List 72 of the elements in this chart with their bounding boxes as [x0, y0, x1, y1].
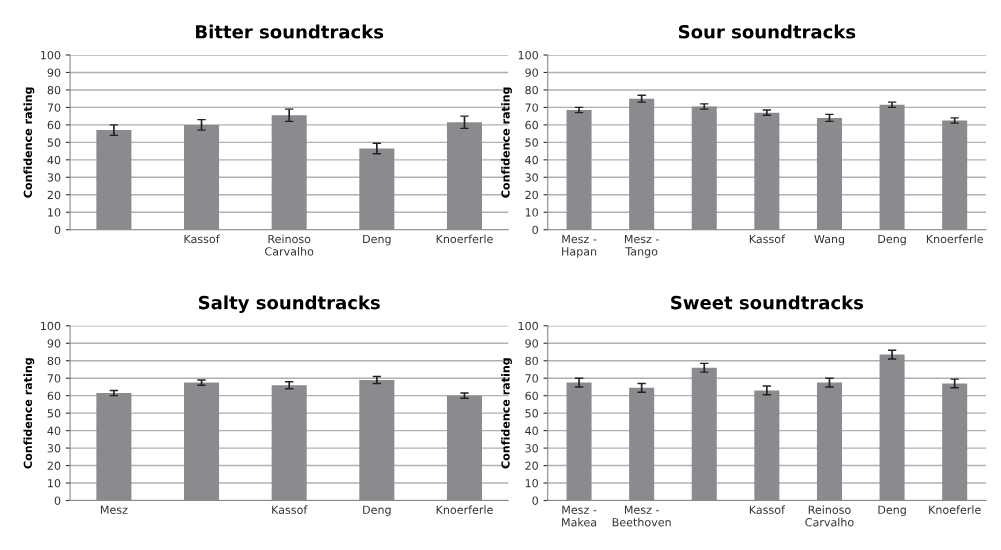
x-tick-label: Kassof — [184, 234, 220, 244]
y-tick-label: 80 — [47, 356, 61, 366]
x-tick-label: Knoeferle — [929, 505, 981, 514]
y-tick-label: 60 — [47, 120, 61, 130]
chart-title: Bitter soundtracks — [196, 24, 384, 39]
y-tick-label: 100 — [41, 50, 61, 60]
y-axis-title: Confidence rating — [23, 358, 35, 469]
y-tick-label: 50 — [47, 138, 61, 147]
x-tick-label: Mesz - Tango — [624, 234, 659, 258]
y-tick-label: 10 — [48, 479, 61, 488]
y-tick-label: 60 — [525, 391, 538, 401]
y-tick-label: 30 — [47, 173, 61, 182]
y-tick-label: 70 — [47, 374, 61, 383]
y-tick-label: 20 — [525, 461, 538, 470]
y-tick-label: 30 — [525, 173, 538, 182]
x-tick-label: Reinoso Carvalho — [805, 505, 854, 527]
y-tick-label: 10 — [525, 208, 538, 217]
x-tick-label: Kassof — [749, 505, 786, 514]
y-tick-label: 0 — [54, 496, 61, 505]
y-tick-label: 90 — [47, 68, 61, 77]
x-tick-label: Knoerferle — [436, 505, 493, 514]
y-tick-label: 100 — [518, 321, 538, 331]
y-tick-label: 10 — [525, 479, 538, 488]
y-axis-title: Confidence rating — [501, 358, 512, 469]
y-tick-label: 20 — [47, 461, 61, 470]
y-tick-label: 100 — [518, 50, 538, 60]
x-tick-label: Reinoso Carvalho — [265, 234, 314, 256]
x-tick-label: Deng — [878, 505, 906, 517]
chart-title: Sweet soundtracks — [671, 295, 864, 310]
y-tick-label: 100 — [41, 321, 61, 331]
y-tick-label: 70 — [525, 103, 538, 112]
x-tick-label: Mesz - Hapan — [562, 234, 597, 258]
y-tick-label: 40 — [525, 426, 538, 435]
y-tick-label: 50 — [525, 409, 538, 418]
y-tick-label: 20 — [47, 190, 61, 200]
y-tick-label: 0 — [54, 225, 61, 235]
y-tick-label: 0 — [532, 496, 538, 505]
y-tick-label: 90 — [525, 339, 538, 348]
x-tick-label: Deng — [363, 234, 391, 246]
y-tick-label: 80 — [525, 356, 538, 366]
y-tick-label: 30 — [47, 444, 61, 453]
y-tick-label: 30 — [525, 444, 538, 453]
y-tick-label: 60 — [525, 120, 538, 130]
y-tick-label: 40 — [525, 155, 538, 165]
x-tick-label: Kassof — [749, 234, 786, 244]
y-tick-label: 40 — [47, 426, 61, 435]
y-tick-label: 80 — [525, 85, 538, 95]
y-tick-label: 0 — [532, 225, 538, 235]
y-tick-label: 10 — [48, 208, 61, 217]
y-tick-label: 80 — [47, 85, 61, 95]
chart-title: Salty soundtracks — [198, 295, 380, 314]
y-tick-label: 90 — [525, 68, 538, 77]
y-tick-label: 60 — [47, 391, 61, 401]
y-tick-label: 70 — [525, 374, 538, 383]
x-tick-label: Kassof — [272, 505, 308, 514]
y-tick-label: 40 — [47, 155, 61, 165]
x-tick-label: Deng — [878, 234, 906, 246]
y-tick-label: 20 — [525, 190, 538, 200]
chart-title: Sour soundtracks — [678, 24, 856, 39]
x-tick-label: Mesz - Makea — [562, 505, 597, 527]
y-tick-label: 70 — [47, 103, 61, 112]
y-tick-label: 50 — [525, 138, 538, 147]
y-axis-title: Confidence rating — [23, 87, 35, 198]
x-tick-label: Deng — [363, 505, 391, 517]
x-tick-label: Mesz — [100, 505, 128, 514]
y-axis-title: Confidence rating — [501, 87, 512, 198]
x-tick-label: Knoerferle — [436, 234, 493, 244]
x-tick-label: Wang — [814, 234, 845, 246]
y-tick-label: 90 — [47, 339, 61, 348]
x-tick-label: Mesz - Beethoven — [612, 505, 671, 527]
x-tick-label: Knoerferle — [926, 234, 983, 244]
y-tick-label: 50 — [47, 409, 61, 418]
